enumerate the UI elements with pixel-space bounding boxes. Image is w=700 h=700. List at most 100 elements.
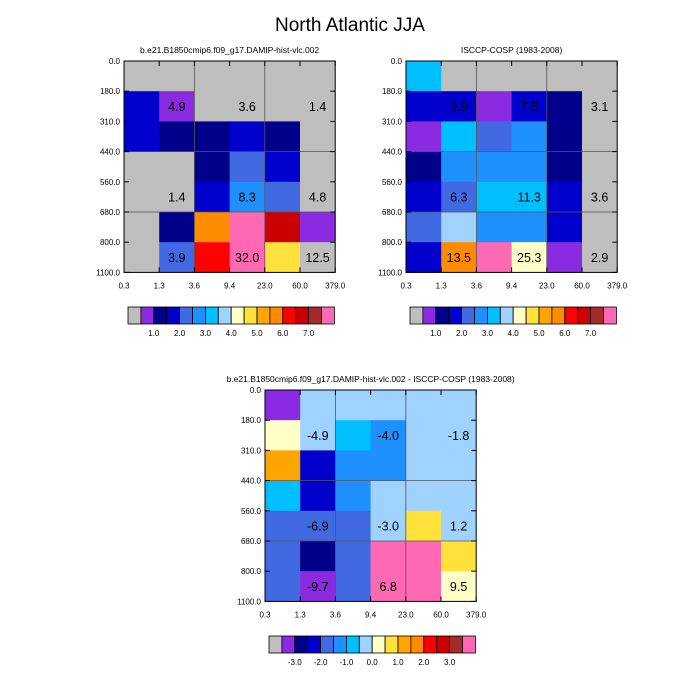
heatmap-cell: [405, 420, 442, 451]
colorbar-label: 6.0: [559, 329, 571, 338]
colorbar-label: 4.0: [508, 329, 520, 338]
heatmap-cell: [582, 91, 618, 122]
heatmap-cell: [405, 541, 442, 572]
heatmap-cell: [265, 390, 301, 421]
colorbar-label: 1.0: [148, 329, 160, 338]
heatmap-cell: [335, 541, 371, 572]
heatmap-cell: [370, 450, 407, 481]
colorbar-swatch: [308, 306, 322, 325]
heatmap-cell: [406, 121, 442, 152]
y-tick-label: 440.0: [382, 148, 403, 157]
heatmap-cell: [194, 121, 230, 152]
cell-value-label: 11.3: [517, 190, 540, 204]
colorbar-swatch: [474, 306, 488, 325]
colorbar-label: 0.0: [367, 658, 379, 667]
x-tick-label: 1.3: [295, 610, 307, 619]
cell-value-label: 4.9: [168, 100, 185, 114]
colorbar-swatch: [204, 306, 219, 325]
heatmap-cell: [476, 151, 512, 183]
heatmap-cell: [476, 242, 512, 273]
heatmap-cell: [229, 91, 266, 122]
heatmap-cell: [265, 450, 301, 481]
heatmap-cell: [300, 151, 336, 183]
colorbar-swatch: [486, 306, 501, 325]
colorbar-swatch: [603, 306, 617, 325]
cell-value-label: -6.9: [307, 519, 329, 533]
colorbar-swatch: [551, 306, 566, 325]
heatmap-cell: [441, 571, 477, 602]
panel-title: ISCCP-COSP (1983-2008): [461, 45, 563, 55]
cell-value-label: -4.9: [307, 429, 329, 443]
heatmap-cell: [300, 212, 336, 243]
colorbar-swatch: [294, 635, 309, 654]
heatmap-cell: [265, 510, 301, 542]
colorbar-swatch: [307, 635, 322, 654]
heatmap-cell: [405, 480, 442, 512]
y-tick-label: 180.0: [100, 87, 121, 96]
y-tick-label: 800.0: [382, 238, 403, 247]
heatmap-cell: [511, 151, 548, 183]
heatmap-cell: [476, 121, 512, 152]
heatmap-cell: [264, 181, 301, 213]
colorbar-swatch: [127, 306, 142, 325]
cell-value-label: -1.8: [448, 429, 470, 443]
heatmap-cell: [441, 510, 477, 542]
heatmap-cell: [229, 121, 266, 152]
y-tick-label: 0.0: [391, 57, 403, 66]
heatmap-cell: [124, 181, 160, 213]
colorbar-swatch: [371, 635, 386, 654]
colorbar-swatch: [577, 306, 592, 325]
y-tick-label: 1100.0: [96, 268, 120, 277]
cell-value-label: 1.4: [168, 190, 185, 204]
heatmap-cell: [405, 571, 442, 602]
colorbar-swatch: [436, 635, 451, 654]
colorbar-swatch: [179, 306, 193, 325]
x-tick-label: 23.0: [257, 281, 273, 290]
cell-value-label: 3.6: [239, 100, 256, 114]
heatmap-cell: [159, 212, 195, 243]
heatmap-cell: [264, 91, 301, 122]
colorbar-swatch: [140, 306, 155, 325]
heatmap-cell: [335, 450, 371, 481]
cell-value-label: 32.0: [235, 251, 259, 265]
heatmap-cell: [159, 181, 195, 213]
heatmap-cell: [265, 480, 301, 512]
heatmap-cell: [335, 480, 371, 512]
cell-value-label: 6.8: [380, 580, 397, 594]
heatmap-cell: [582, 151, 618, 183]
y-tick-label: 800.0: [241, 567, 262, 576]
colorbar-swatch: [435, 306, 450, 325]
heatmap-cell: [264, 212, 301, 243]
heatmap-cell: [441, 61, 477, 92]
colorbar-swatch: [153, 306, 168, 325]
colorbar-label: -3.0: [288, 658, 302, 667]
heatmap-cell: [194, 91, 230, 122]
cell-value-label: -9.7: [307, 580, 329, 594]
heatmap-cell: [300, 571, 336, 602]
colorbar-label: 3.0: [444, 658, 456, 667]
cell-value-label: 9.9: [450, 100, 467, 114]
heatmap-cell: [511, 212, 548, 243]
colorbar-label: -2.0: [314, 658, 328, 667]
colorbar-swatch: [462, 635, 476, 654]
colorbar-swatch: [192, 306, 206, 325]
heatmap-cell: [124, 151, 160, 183]
x-tick-label: 379.0: [466, 610, 487, 619]
cell-value-label: 2.9: [591, 251, 608, 265]
heatmap-cell: [406, 61, 442, 92]
heatmap-cell: [265, 541, 301, 572]
heatmap-cell: [511, 242, 548, 273]
x-tick-label: 379.0: [607, 281, 628, 290]
colorbar-label: 2.0: [456, 329, 468, 338]
colorbar-label: 2.0: [418, 658, 430, 667]
cell-value-label: 6.3: [450, 190, 467, 204]
heatmap-cell: [582, 181, 618, 213]
heatmap-cell: [406, 181, 442, 213]
y-tick-label: 0.0: [250, 386, 262, 395]
colorbar-swatch: [423, 635, 438, 654]
heatmap-cell: [264, 121, 301, 152]
colorbar: 1.0 2.0 3.0 4.0 5.0 6.0 7.0: [409, 306, 617, 338]
heatmap-cell: [406, 151, 442, 183]
colorbar-swatch: [525, 306, 540, 325]
